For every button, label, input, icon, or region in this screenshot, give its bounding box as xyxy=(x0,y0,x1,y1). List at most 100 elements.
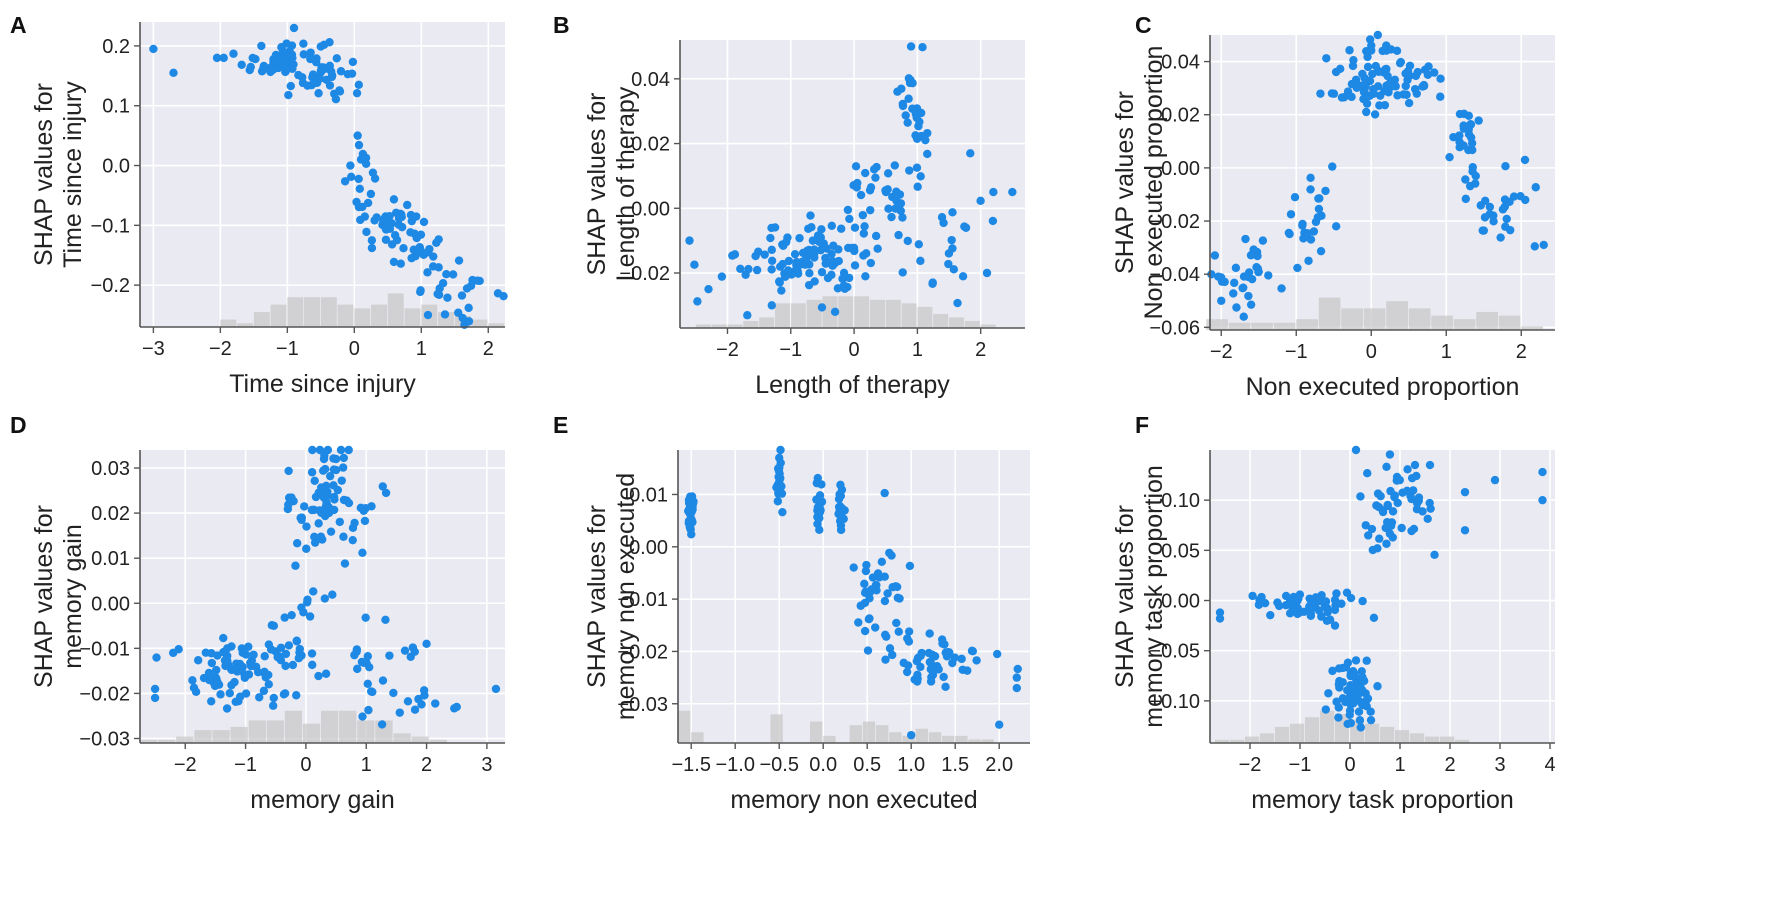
data-point xyxy=(1264,271,1273,280)
data-point xyxy=(1363,694,1373,703)
data-point xyxy=(890,161,899,170)
data-point xyxy=(241,689,251,698)
data-point xyxy=(207,697,216,706)
data-point xyxy=(1425,498,1434,508)
data-point xyxy=(1538,467,1547,477)
data-point xyxy=(1356,723,1365,732)
data-point xyxy=(905,78,915,88)
y-tick-label: 0.2 xyxy=(102,36,130,58)
histogram-bar xyxy=(1386,301,1408,330)
data-point xyxy=(1217,296,1226,305)
data-point xyxy=(381,488,391,498)
data-point xyxy=(1498,205,1508,214)
data-point xyxy=(223,644,232,653)
data-point xyxy=(1258,236,1268,245)
data-point xyxy=(1410,84,1420,94)
data-point xyxy=(690,260,699,269)
data-point xyxy=(1229,289,1238,298)
data-point xyxy=(953,298,962,308)
data-point xyxy=(396,259,405,268)
data-point xyxy=(212,53,222,63)
data-point xyxy=(1290,193,1300,202)
x-tick-label: 0 xyxy=(300,754,311,776)
data-point xyxy=(274,651,284,661)
data-point xyxy=(355,184,364,194)
data-point xyxy=(150,684,160,694)
data-point xyxy=(784,266,793,275)
y-axis-label-line: SHAP values for xyxy=(1111,505,1139,688)
data-point xyxy=(883,169,893,178)
data-point xyxy=(813,231,823,240)
histogram-bar xyxy=(1245,736,1260,743)
x-tick-label: 4 xyxy=(1544,754,1555,776)
data-point xyxy=(381,615,390,625)
data-point xyxy=(1310,598,1319,608)
data-point xyxy=(1478,226,1487,235)
data-point xyxy=(1368,545,1378,555)
data-point xyxy=(297,651,306,660)
data-point xyxy=(947,235,956,245)
data-point xyxy=(1388,533,1397,542)
data-point xyxy=(1266,610,1275,620)
data-point xyxy=(869,165,879,174)
data-point xyxy=(1215,608,1225,617)
histogram-bar xyxy=(981,739,994,743)
data-point xyxy=(948,658,957,668)
data-point xyxy=(1386,521,1396,531)
data-point xyxy=(1314,194,1323,203)
data-point xyxy=(1247,274,1257,284)
data-point xyxy=(1012,673,1021,682)
data-point xyxy=(843,205,853,215)
data-point xyxy=(309,587,318,596)
data-point xyxy=(337,476,346,485)
data-point xyxy=(336,445,346,455)
data-point xyxy=(1369,85,1378,94)
data-point xyxy=(1231,263,1241,273)
data-point xyxy=(688,517,697,527)
data-point xyxy=(882,632,891,641)
data-point xyxy=(264,680,273,689)
data-point xyxy=(862,249,871,258)
panel-letter: C xyxy=(1135,12,1152,38)
histogram-bar xyxy=(471,319,488,327)
data-point xyxy=(928,279,937,289)
data-point xyxy=(464,303,473,313)
x-tick-label: 0 xyxy=(849,339,860,361)
data-point xyxy=(744,264,753,274)
histogram-bar xyxy=(253,312,270,327)
data-point xyxy=(1358,673,1367,682)
data-point xyxy=(325,471,335,481)
histogram-bar xyxy=(212,730,230,743)
data-point xyxy=(1334,703,1343,712)
data-point xyxy=(817,303,827,312)
data-point xyxy=(1485,202,1495,212)
data-point xyxy=(913,182,922,191)
data-point xyxy=(944,259,953,269)
data-point xyxy=(1412,471,1421,481)
data-point xyxy=(1407,526,1416,536)
y-tick-label: 0.01 xyxy=(629,484,668,506)
data-point xyxy=(1466,120,1475,129)
data-point xyxy=(821,259,830,268)
y-tick-label: 0.02 xyxy=(1161,105,1200,127)
histogram-bar xyxy=(1476,311,1498,330)
data-point xyxy=(422,639,431,649)
data-point xyxy=(425,244,434,254)
x-tick-label: 0 xyxy=(349,338,360,360)
data-point xyxy=(847,243,856,253)
data-point xyxy=(1430,550,1439,560)
data-point xyxy=(905,166,914,175)
data-point xyxy=(1337,599,1346,608)
data-point xyxy=(344,445,353,455)
data-point xyxy=(231,665,241,674)
data-point xyxy=(378,676,388,685)
data-point xyxy=(863,646,873,655)
data-point xyxy=(411,248,420,258)
data-point xyxy=(1304,256,1313,265)
plot-background xyxy=(678,450,1030,743)
histogram-bar xyxy=(1273,322,1296,330)
histogram-bar xyxy=(822,296,838,328)
x-tick-label: 2 xyxy=(1444,754,1455,776)
histogram-bar xyxy=(889,732,902,743)
data-point xyxy=(395,708,404,717)
